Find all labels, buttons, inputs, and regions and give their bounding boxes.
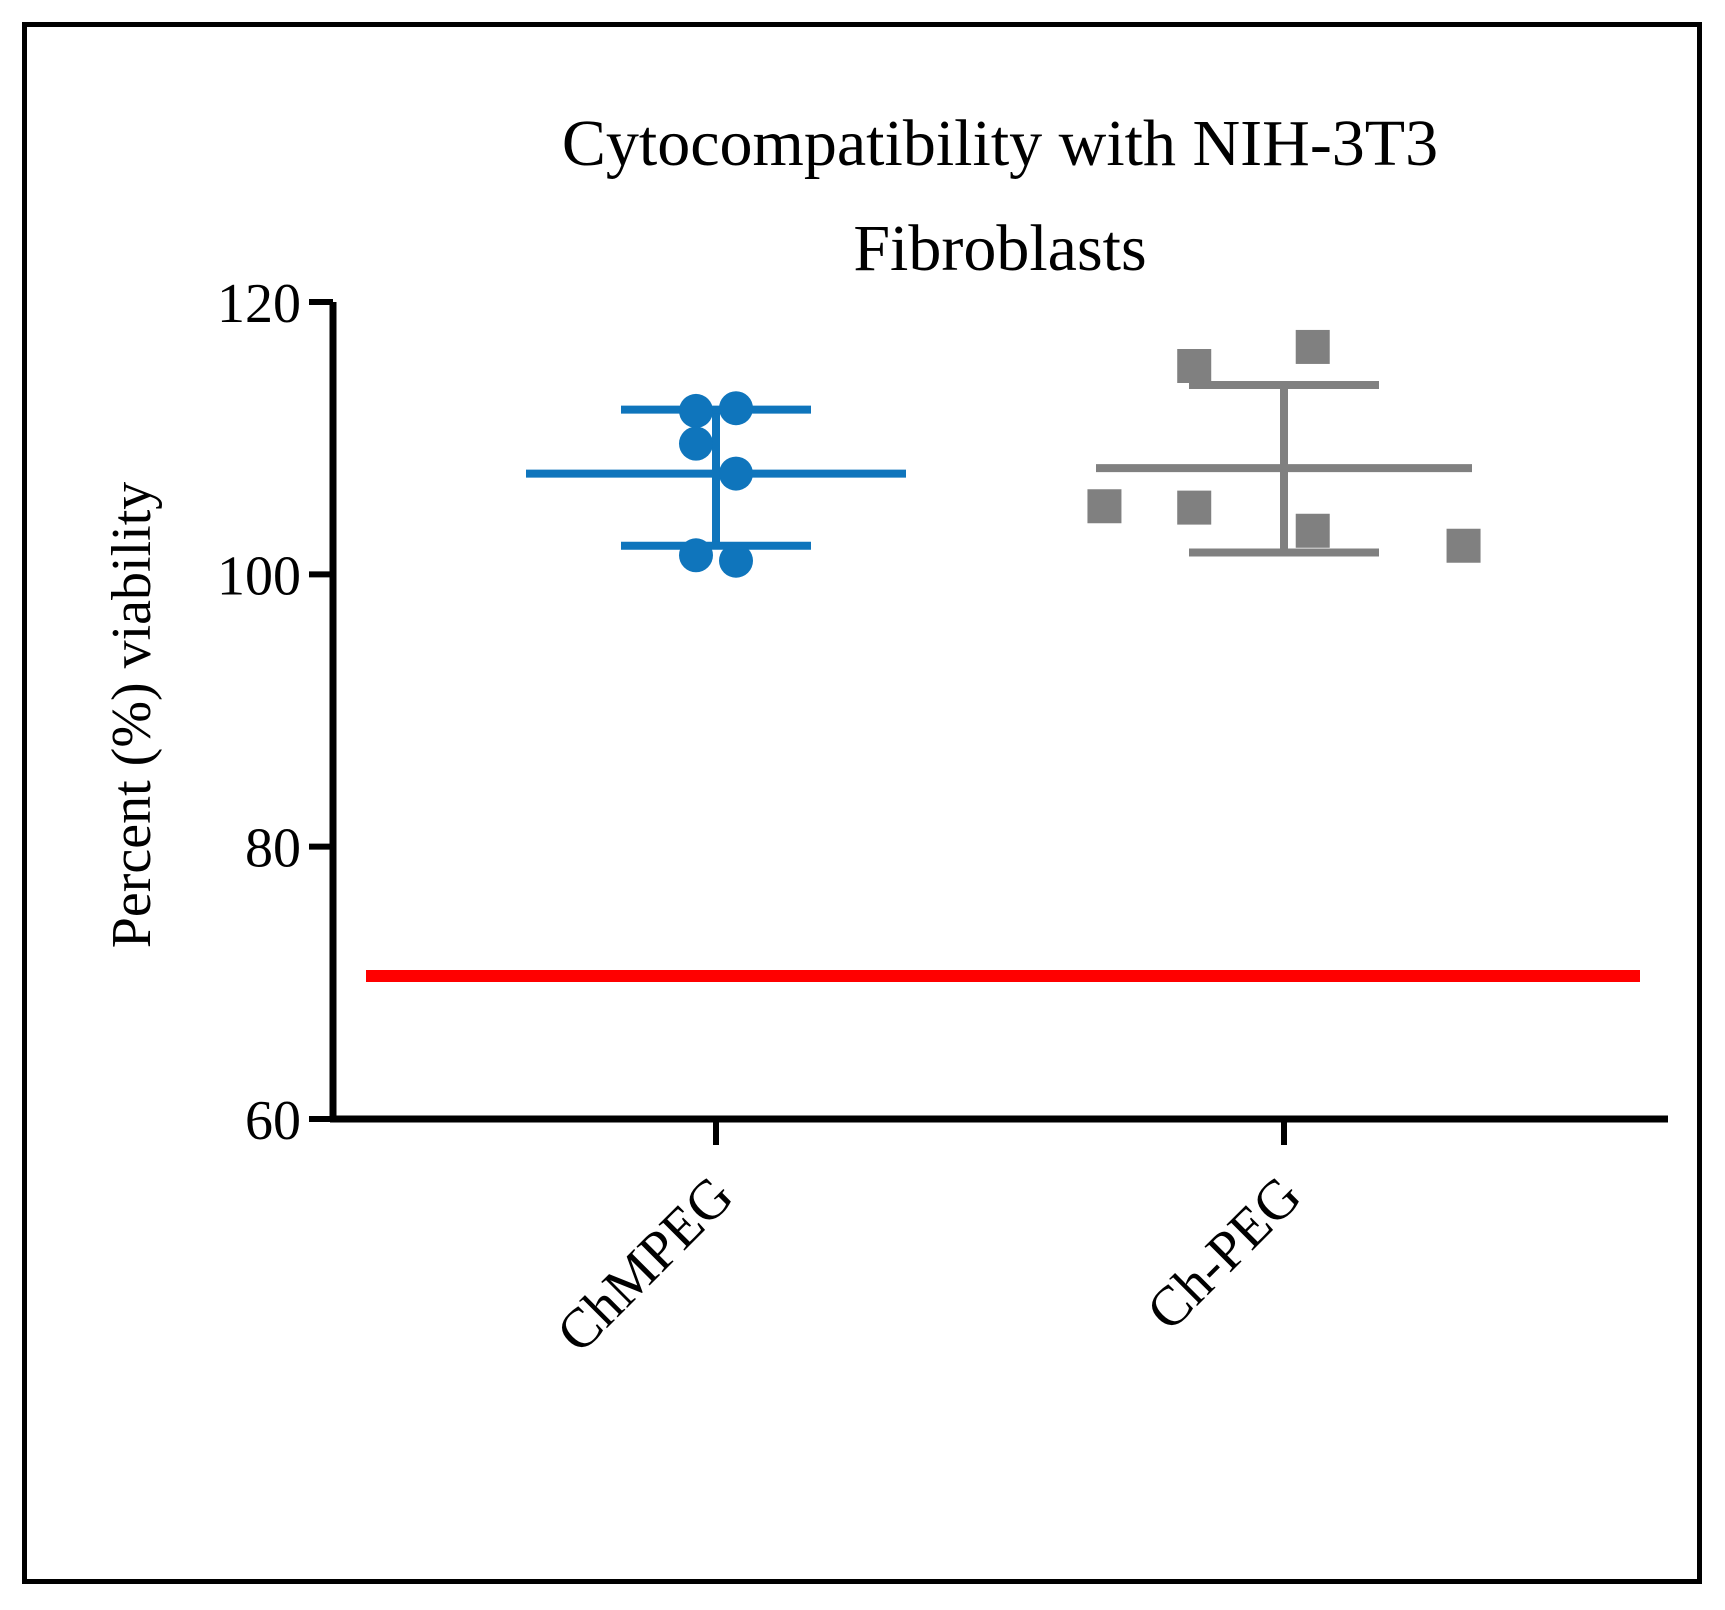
x-tick-label-Ch-PEG: Ch-PEG — [1135, 1164, 1313, 1342]
data-point-ChMPEG-4 — [719, 456, 753, 491]
y-axis-label: Percent (%) viability — [101, 482, 163, 949]
y-tick-label-60: 60 — [245, 1090, 301, 1152]
chart-title-line-1: Cytocompatibility with NIH-3T3 — [562, 107, 1438, 180]
figure-frame — [22, 22, 1702, 1584]
y-tick-label-100: 100 — [217, 545, 301, 607]
data-point-ChMPEG-6 — [719, 543, 753, 578]
data-point-Ch-PEG-6 — [1446, 528, 1481, 563]
plot-area: 60 80 100 120 ChMPEG Ch-PEG — [217, 273, 1668, 1364]
data-point-ChMPEG-5 — [679, 538, 713, 573]
y-tick-label-120: 120 — [217, 273, 301, 335]
data-point-Ch-PEG-2 — [1295, 329, 1330, 364]
chart-title-line-2: Fibroblasts — [853, 212, 1146, 285]
data-point-Ch-PEG-1 — [1177, 348, 1212, 383]
data-point-Ch-PEG-4 — [1177, 490, 1212, 525]
x-tick-label-ChMPEG: ChMPEG — [545, 1164, 745, 1364]
data-point-ChMPEG-1 — [679, 393, 713, 428]
data-point-Ch-PEG-3 — [1087, 489, 1122, 524]
y-tick-label-80: 80 — [245, 818, 301, 880]
data-point-ChMPEG-3 — [679, 426, 713, 461]
data-point-ChMPEG-2 — [719, 391, 753, 426]
data-point-Ch-PEG-5 — [1295, 513, 1330, 548]
